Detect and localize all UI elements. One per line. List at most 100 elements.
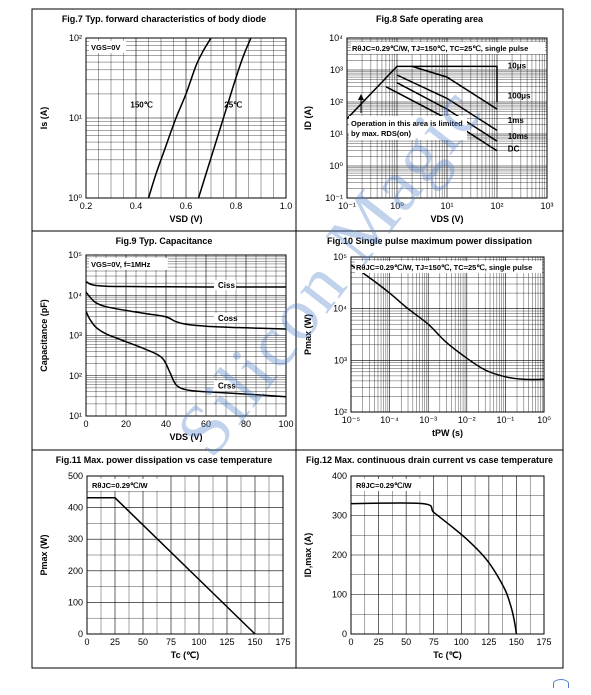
y-tick-label: 10⁰ bbox=[68, 193, 82, 203]
y-tick-label: 10⁴ bbox=[329, 33, 343, 43]
chart-header-text: RθJC=0.29℃/W, TJ=150℃, TC=25℃, single pu… bbox=[352, 44, 528, 53]
x-tick-label: 100 bbox=[191, 637, 206, 647]
x-tick-label: 20 bbox=[121, 419, 131, 429]
x-tick-label: 10⁻⁴ bbox=[380, 415, 399, 425]
figure-table-border bbox=[31, 8, 564, 669]
x-tick-label: 0 bbox=[83, 419, 88, 429]
x-tick-label: 10⁻³ bbox=[419, 415, 437, 425]
y-tick-label: 10² bbox=[334, 407, 347, 417]
x-tick-label: 75 bbox=[166, 637, 176, 647]
y-axis-label: Pmax (W) bbox=[39, 534, 49, 575]
y-tick-label: 10² bbox=[69, 371, 82, 381]
x-axis-label: Tc (℃) bbox=[433, 650, 461, 660]
note-text: Operation in this area is limited bbox=[351, 119, 463, 128]
x-tick-label: 10⁻² bbox=[458, 415, 476, 425]
series-label-bg bbox=[214, 380, 236, 391]
annotation-box bbox=[89, 41, 127, 53]
series-label: DC bbox=[508, 145, 520, 154]
y-tick-label: 300 bbox=[68, 534, 83, 544]
plot-frame bbox=[350, 475, 545, 635]
y-tick-label: 0 bbox=[78, 629, 83, 639]
series-line bbox=[87, 497, 256, 635]
x-tick-label: 150 bbox=[509, 637, 524, 647]
x-tick-label: 60 bbox=[201, 419, 211, 429]
chart-panel-1: Fig.7 Typ. forward characteristics of bo… bbox=[39, 14, 292, 224]
y-axis-label: ID (A) bbox=[303, 106, 313, 130]
y-axis-label: ID,max (A) bbox=[303, 533, 313, 578]
y-tick-label: 300 bbox=[332, 511, 347, 521]
x-tick-label: 175 bbox=[536, 637, 551, 647]
series-label: Coss bbox=[218, 314, 238, 323]
arrow-head-icon bbox=[358, 94, 364, 100]
chart-annotation: VGS=0V, f=1MHz bbox=[91, 260, 151, 269]
x-axis-label: Tc (℃) bbox=[171, 650, 199, 660]
series-line bbox=[197, 37, 252, 199]
x-axis-label: tPW (s) bbox=[432, 428, 463, 438]
x-axis-label: VDS (V) bbox=[430, 214, 463, 224]
series-label: 10ms bbox=[508, 132, 529, 141]
y-axis-label: Capacitance (pF) bbox=[39, 299, 49, 372]
y-tick-label: 10⁴ bbox=[68, 290, 82, 300]
y-tick-label: 10¹ bbox=[69, 411, 82, 421]
x-axis-label: VSD (V) bbox=[169, 214, 202, 224]
y-tick-label: 10⁻¹ bbox=[325, 193, 343, 203]
y-tick-label: 200 bbox=[68, 566, 83, 576]
x-tick-label: 10⁰ bbox=[537, 415, 551, 425]
chart-title: Fig.7 Typ. forward characteristics of bo… bbox=[62, 14, 266, 24]
y-tick-label: 10² bbox=[69, 33, 82, 43]
y-tick-label: 500 bbox=[68, 471, 83, 481]
x-tick-label: 10¹ bbox=[440, 201, 453, 211]
x-tick-label: 10⁻⁵ bbox=[342, 415, 361, 425]
x-tick-label: 25 bbox=[110, 637, 120, 647]
series-line bbox=[85, 291, 287, 330]
x-tick-label: 1.0 bbox=[280, 201, 293, 211]
y-axis-label: Is (A) bbox=[39, 107, 49, 130]
annotation-box bbox=[89, 258, 168, 270]
y-tick-label: 10⁵ bbox=[68, 250, 82, 260]
chart-title: Fig.10 Single pulse maximum power dissip… bbox=[327, 236, 532, 246]
y-tick-label: 10² bbox=[330, 97, 343, 107]
x-tick-label: 50 bbox=[138, 637, 148, 647]
y-tick-label: 10⁵ bbox=[333, 252, 347, 262]
y-tick-label: 400 bbox=[68, 503, 83, 513]
x-tick-label: 100 bbox=[278, 419, 293, 429]
chart-panel-6: Fig.12 Max. continuous drain current vs … bbox=[303, 455, 553, 660]
y-tick-label: 10⁰ bbox=[329, 161, 343, 171]
y-tick-label: 10¹ bbox=[330, 129, 343, 139]
note-text: by max. RDS(on) bbox=[351, 129, 412, 138]
y-axis-label: Pmax (W) bbox=[303, 314, 313, 355]
x-tick-label: 100 bbox=[454, 637, 469, 647]
chart-title: Fig.9 Typ. Capacitance bbox=[116, 236, 213, 246]
header-box bbox=[351, 42, 545, 54]
series-label: 10μs bbox=[508, 62, 527, 71]
series-line bbox=[411, 65, 498, 110]
series-line bbox=[396, 74, 498, 132]
chart-panel-5: Fig.11 Max. power dissipation vs case te… bbox=[39, 455, 291, 660]
series-label-bg bbox=[214, 312, 236, 323]
x-tick-label: 0.8 bbox=[230, 201, 243, 211]
x-tick-label: 175 bbox=[275, 637, 290, 647]
chart-title: Fig.8 Safe operating area bbox=[376, 14, 484, 24]
x-tick-label: 40 bbox=[161, 419, 171, 429]
series-line bbox=[350, 502, 518, 635]
chart-title: Fig.12 Max. continuous drain current vs … bbox=[306, 455, 553, 465]
series-label: Ciss bbox=[218, 281, 235, 290]
series-line bbox=[147, 37, 212, 199]
y-tick-label: 10³ bbox=[334, 355, 347, 365]
x-tick-label: 0.6 bbox=[180, 201, 193, 211]
series-label: 25℃ bbox=[224, 101, 242, 110]
y-tick-label: 10⁴ bbox=[333, 304, 347, 314]
series-line bbox=[85, 310, 287, 398]
chart-panel-3: Fig.9 Typ. Capacitance 0 20 40 60 80 100 10¹ 10²… bbox=[39, 236, 294, 442]
x-tick-label: 50 bbox=[401, 637, 411, 647]
x-tick-label: 125 bbox=[219, 637, 234, 647]
x-tick-label: 0.2 bbox=[80, 201, 93, 211]
annotation-box bbox=[90, 479, 159, 491]
note-box bbox=[349, 116, 467, 140]
chart-panel-4: Fig.10 Single pulse maximum power dissip… bbox=[303, 236, 551, 438]
plot-frame bbox=[85, 37, 287, 199]
x-tick-label: 0 bbox=[348, 637, 353, 647]
series-line bbox=[396, 82, 498, 142]
x-tick-label: 75 bbox=[429, 637, 439, 647]
